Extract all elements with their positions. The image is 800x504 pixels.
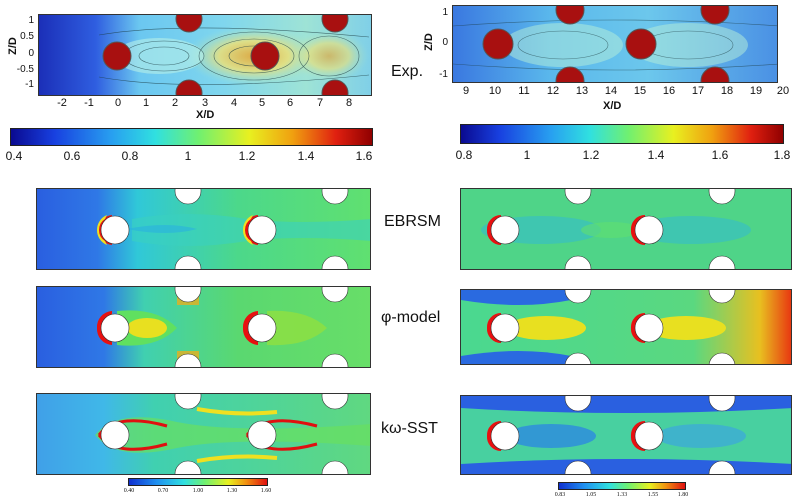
right-xtick: 20	[776, 85, 790, 97]
right-small-cbtick: 1.33	[616, 492, 628, 498]
right-small-colorbar	[558, 482, 686, 490]
right-xtick: 16	[662, 85, 676, 97]
label-kw-sst: kω-SST	[381, 420, 438, 437]
right-cbtick: 1.4	[647, 148, 665, 162]
left-cbtick: 1.2	[238, 149, 256, 163]
right-xtick: 10	[488, 85, 502, 97]
left-cbtick: 0.4	[5, 149, 23, 163]
label-phi-model: φ-model	[381, 309, 441, 326]
left-exp-field	[38, 14, 372, 96]
left-kw-field	[36, 393, 371, 475]
right-xtick: 19	[749, 85, 763, 97]
right-xtick: 13	[575, 85, 589, 97]
left-xtick: 5	[258, 97, 266, 109]
right-ytick: -1	[439, 69, 448, 80]
left-cbtick: 1.6	[355, 149, 373, 163]
left-ytick: 0.5	[20, 31, 34, 42]
right-exp-field	[452, 5, 778, 83]
left-xtick: 1	[142, 97, 150, 109]
left-phi-field	[36, 286, 371, 368]
left-ebrsm-field	[36, 188, 371, 270]
left-small-cbtick: 0.70	[157, 488, 169, 494]
label-exp: Exp.	[391, 63, 424, 80]
left-ytick: -1	[25, 79, 34, 90]
right-small-cbtick: 1.05	[585, 492, 597, 498]
left-small-cbtick: 1.00	[192, 488, 204, 494]
left-xtick: -1	[84, 97, 94, 109]
right-xtick: 17	[691, 85, 705, 97]
left-xlabel: X/D	[196, 109, 215, 121]
right-xtick: 9	[462, 85, 470, 97]
right-xtick: 12	[546, 85, 560, 97]
right-colorbar	[460, 124, 784, 144]
left-small-colorbar	[128, 478, 268, 486]
left-colorbar	[10, 128, 373, 146]
right-ytick: 1	[442, 7, 448, 18]
right-small-cbtick: 1.80	[677, 492, 689, 498]
right-ytick: 0	[442, 37, 448, 48]
left-cbtick: 0.8	[121, 149, 139, 163]
left-xtick: 4	[230, 97, 238, 109]
right-cbtick: 1.2	[582, 148, 600, 162]
left-xtick: 0	[114, 97, 122, 109]
right-ebrsm-field	[460, 188, 792, 270]
left-xtick: 8	[345, 97, 353, 109]
left-xtick: 3	[201, 97, 209, 109]
left-xtick: 6	[286, 97, 294, 109]
left-xtick: 7	[316, 97, 324, 109]
right-small-cbtick: 1.55	[647, 492, 659, 498]
right-xlabel: X/D	[603, 100, 622, 112]
left-small-cbtick: 1.60	[260, 488, 272, 494]
right-xtick: 14	[604, 85, 618, 97]
right-cbtick: 1.8	[773, 148, 791, 162]
left-small-cbtick: 1.30	[226, 488, 238, 494]
right-cbtick: 0.8	[455, 148, 473, 162]
left-ytick: 1	[28, 15, 34, 26]
right-phi-field	[460, 289, 792, 365]
left-ytick: -0.5	[16, 64, 34, 75]
right-small-cbtick: 0.83	[554, 492, 566, 498]
left-ytick: 0	[28, 48, 34, 59]
right-cbtick: 1	[523, 148, 531, 162]
right-xtick: 15	[633, 85, 647, 97]
left-xtick: -2	[57, 97, 67, 109]
left-cbtick: 0.6	[63, 149, 81, 163]
left-xtick: 2	[171, 97, 179, 109]
right-kw-field	[460, 395, 792, 475]
right-xtick: 11	[518, 85, 530, 97]
right-cbtick: 1.6	[711, 148, 729, 162]
left-cbtick: 1	[184, 149, 192, 163]
label-ebrsm: EBRSM	[384, 213, 441, 230]
left-small-cbtick: 0.40	[123, 488, 135, 494]
left-cbtick: 1.4	[297, 149, 315, 163]
right-xtick: 18	[720, 85, 734, 97]
